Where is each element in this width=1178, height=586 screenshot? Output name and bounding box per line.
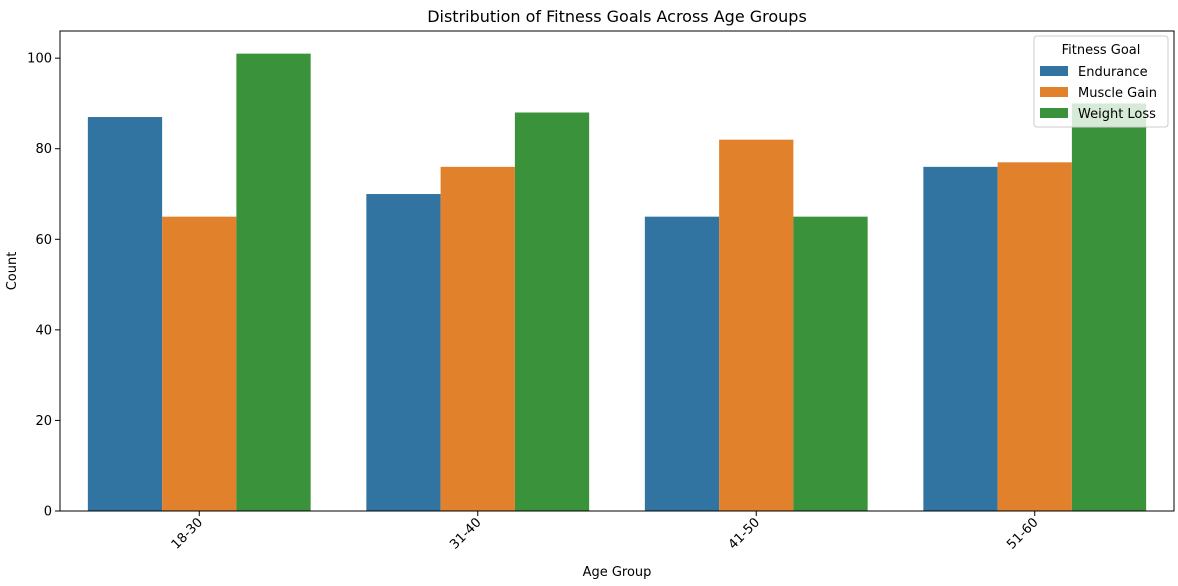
bar-weight-loss-31-40 [514, 112, 590, 512]
y-tick-label: 40 [35, 323, 52, 338]
plot-frame [59, 30, 1175, 512]
y-tick-label: 80 [35, 142, 52, 157]
bar-weight-loss-51-60 [1071, 103, 1147, 512]
legend-title: Fitness Goal [1062, 43, 1141, 58]
bar-muscle-gain-18-30 [162, 216, 237, 511]
legend-label: Muscle Gain [1078, 86, 1157, 101]
y-tick-label: 20 [35, 414, 52, 429]
bar-endurance-51-60 [923, 166, 998, 511]
x-tick-label: 51-60 [1004, 515, 1041, 552]
y-axis-label: Count [5, 252, 20, 291]
legend-label: Endurance [1078, 65, 1148, 80]
x-tick-label: 18-30 [169, 515, 206, 552]
bar-weight-loss-18-30 [236, 53, 311, 511]
legend-swatch [1040, 66, 1068, 76]
legend-box [1033, 35, 1169, 128]
legend-swatch [1040, 108, 1068, 118]
x-tick-label: 41-50 [726, 515, 763, 552]
y-tick-label: 60 [35, 233, 52, 248]
y-tick-label: 100 [27, 52, 52, 67]
y-tick-label: 0 [44, 505, 52, 520]
x-axis-label: Age Group [583, 565, 652, 580]
bar-endurance-41-50 [644, 216, 720, 511]
legend-label: Weight Loss [1078, 107, 1156, 122]
bar-muscle-gain-51-60 [997, 162, 1072, 512]
x-axis: 18-30 31-40 41-50 51-60 [169, 511, 1042, 553]
legend-swatch [1040, 87, 1068, 97]
legend-entries: Endurance Muscle Gain Weight Loss [1040, 65, 1157, 122]
legend: Fitness Goal Endurance Muscle Gain Weight … [1033, 35, 1169, 128]
bar-muscle-gain-41-50 [719, 139, 794, 511]
bar-endurance-31-40 [366, 194, 441, 512]
bar-endurance-18-30 [87, 117, 163, 512]
chart-title: Distribution of Fitness Goals Across Age… [427, 7, 807, 26]
x-tick-label: 31-40 [447, 515, 484, 552]
bars-layer [87, 53, 1147, 512]
y-axis: 0 20 40 60 80 100 [27, 52, 60, 520]
axes-layer [59, 30, 1175, 512]
bar-weight-loss-41-50 [793, 216, 868, 511]
bar-muscle-gain-31-40 [440, 166, 515, 511]
